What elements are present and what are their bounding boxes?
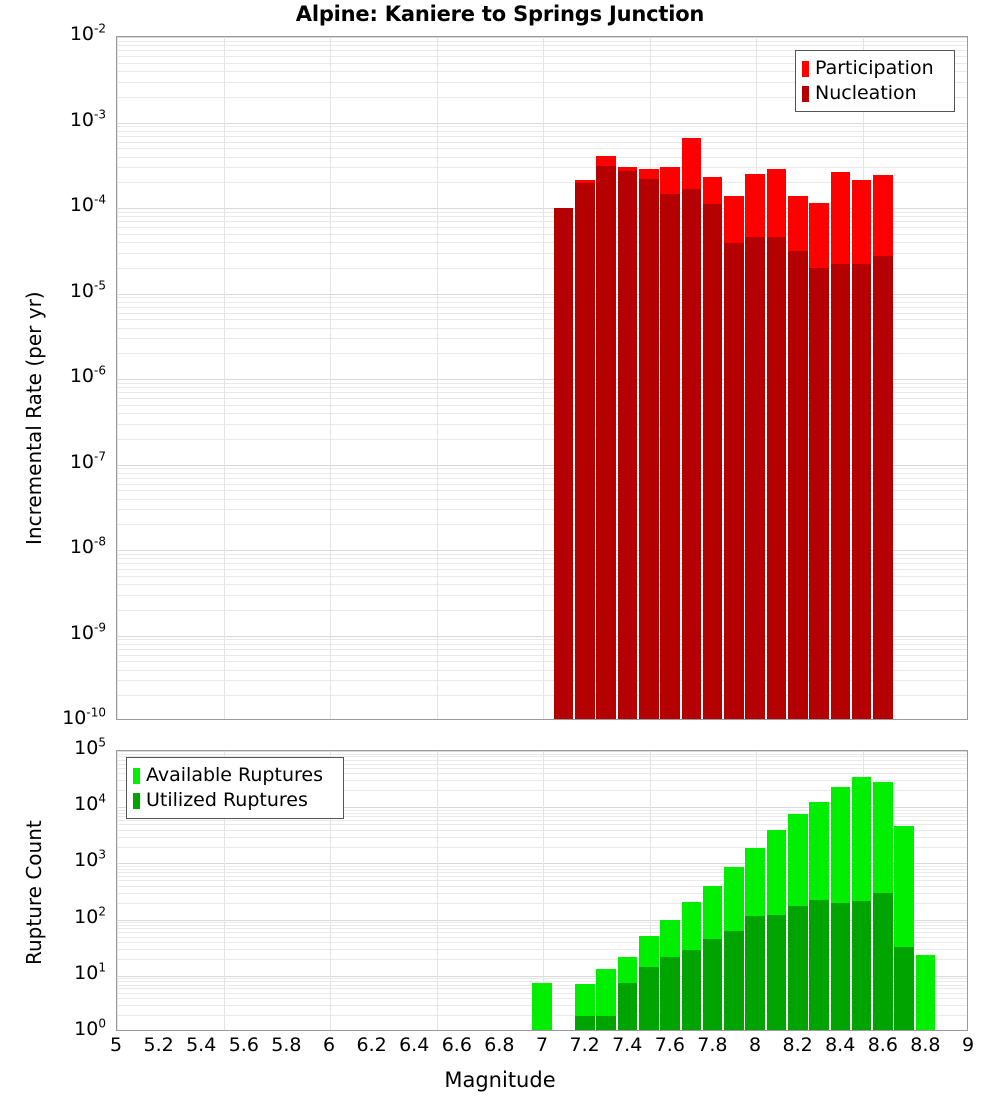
y-tick-label: 10-5: [69, 278, 106, 302]
x-tick-label: 5.6: [228, 1034, 259, 1056]
y-tick-label: 10-4: [69, 192, 106, 216]
bar: [532, 982, 553, 1030]
y-tick-label: 10-8: [69, 534, 106, 558]
top-y-axis-label: Incremental Rate (per yr): [22, 291, 46, 545]
bar: [681, 188, 702, 719]
y-tick-label: 10-2: [69, 21, 106, 45]
bar: [638, 967, 659, 1030]
x-tick-label: 8.8: [910, 1034, 941, 1056]
bar: [596, 1015, 616, 1030]
x-tick-label: 8.6: [867, 1034, 898, 1056]
bar: [766, 915, 787, 1030]
top-bar-layer: [117, 37, 967, 719]
page-title: Alpine: Kaniere to Springs Junction: [295, 2, 705, 26]
incremental-rate-plot: [116, 36, 968, 720]
y-tick-label: 102: [74, 904, 106, 928]
legend-swatch-icon: [133, 767, 140, 784]
y-tick-label: 105: [74, 735, 106, 759]
bar: [809, 900, 829, 1030]
y-tick-label: 100: [74, 1016, 106, 1040]
legend-item: Participation: [802, 56, 946, 81]
y-tick-label: 103: [74, 848, 106, 872]
x-tick-label: 7.6: [654, 1034, 685, 1056]
y-tick-label: 10-6: [69, 363, 106, 387]
bar: [851, 900, 872, 1030]
bar: [915, 954, 936, 1030]
bar: [830, 264, 851, 719]
x-tick-label: 6.8: [484, 1034, 515, 1056]
x-tick-label: 5.2: [143, 1034, 174, 1056]
legend-item: Available Ruptures: [133, 763, 335, 788]
bar: [575, 183, 595, 719]
bottom-gridlines: [117, 751, 967, 1030]
bar: [851, 264, 872, 719]
bar: [660, 193, 680, 719]
x-tick-label: 5.4: [186, 1034, 217, 1056]
bottom-bar-layer: [117, 751, 967, 1030]
top-gridlines: [117, 37, 967, 719]
bar: [638, 178, 659, 719]
x-tick-label: 6.4: [399, 1034, 430, 1056]
x-tick-label: 8.4: [825, 1034, 856, 1056]
y-tick-label: 10-3: [69, 107, 106, 131]
legend-item: Utilized Ruptures: [133, 788, 335, 813]
bar: [596, 165, 616, 719]
bar: [745, 916, 766, 1030]
legend-label: Nucleation: [815, 82, 917, 104]
legend-swatch-icon: [802, 60, 809, 77]
bar: [766, 236, 787, 719]
x-tick-label: 6.2: [356, 1034, 387, 1056]
legend-label: Utilized Ruptures: [146, 789, 308, 811]
bar: [745, 237, 766, 719]
bar: [894, 947, 915, 1030]
x-tick-label: 7.8: [697, 1034, 728, 1056]
bar: [809, 267, 829, 719]
bottom-y-axis-label: Rupture Count: [22, 820, 46, 965]
x-tick-label: 8: [748, 1034, 762, 1056]
x-tick-label: 9: [961, 1034, 975, 1056]
y-tick-label: 10-9: [69, 620, 106, 644]
x-tick-label: 5: [109, 1034, 123, 1056]
legend-item: Nucleation: [802, 81, 946, 106]
x-axis-label: Magnitude: [444, 1068, 556, 1092]
bar: [724, 242, 744, 719]
bar: [596, 969, 616, 1030]
y-tick-label: 10-7: [69, 449, 106, 473]
bar: [787, 250, 808, 719]
x-tick-label: 5.8: [271, 1034, 302, 1056]
legend-label: Participation: [815, 57, 934, 79]
y-tick-label: 101: [74, 960, 106, 984]
y-tick-label: 10-10: [62, 705, 106, 729]
legend-swatch-icon: [133, 792, 140, 809]
top-legend: Participation Nucleation: [795, 50, 955, 112]
x-tick-label: 7.2: [569, 1034, 600, 1056]
bar: [830, 903, 851, 1030]
bar: [553, 207, 574, 719]
bar: [575, 1015, 595, 1030]
bottom-legend: Available Ruptures Utilized Ruptures: [126, 757, 344, 819]
x-tick-label: 8.2: [782, 1034, 813, 1056]
bar: [617, 170, 638, 719]
x-tick-label: 7: [535, 1034, 549, 1056]
bar: [617, 982, 638, 1030]
bar: [681, 949, 702, 1030]
x-tick-label: 7.4: [612, 1034, 643, 1056]
bar: [873, 256, 893, 719]
legend-label: Available Ruptures: [146, 764, 323, 786]
x-tick-label: 6.6: [441, 1034, 472, 1056]
bar: [702, 938, 723, 1030]
bar: [702, 204, 723, 719]
legend-swatch-icon: [802, 85, 809, 102]
bar: [873, 892, 893, 1030]
bar: [724, 931, 744, 1030]
x-tick-label: 6: [322, 1034, 336, 1056]
y-tick-label: 104: [74, 791, 106, 816]
bar: [787, 906, 808, 1030]
bar: [660, 956, 680, 1030]
